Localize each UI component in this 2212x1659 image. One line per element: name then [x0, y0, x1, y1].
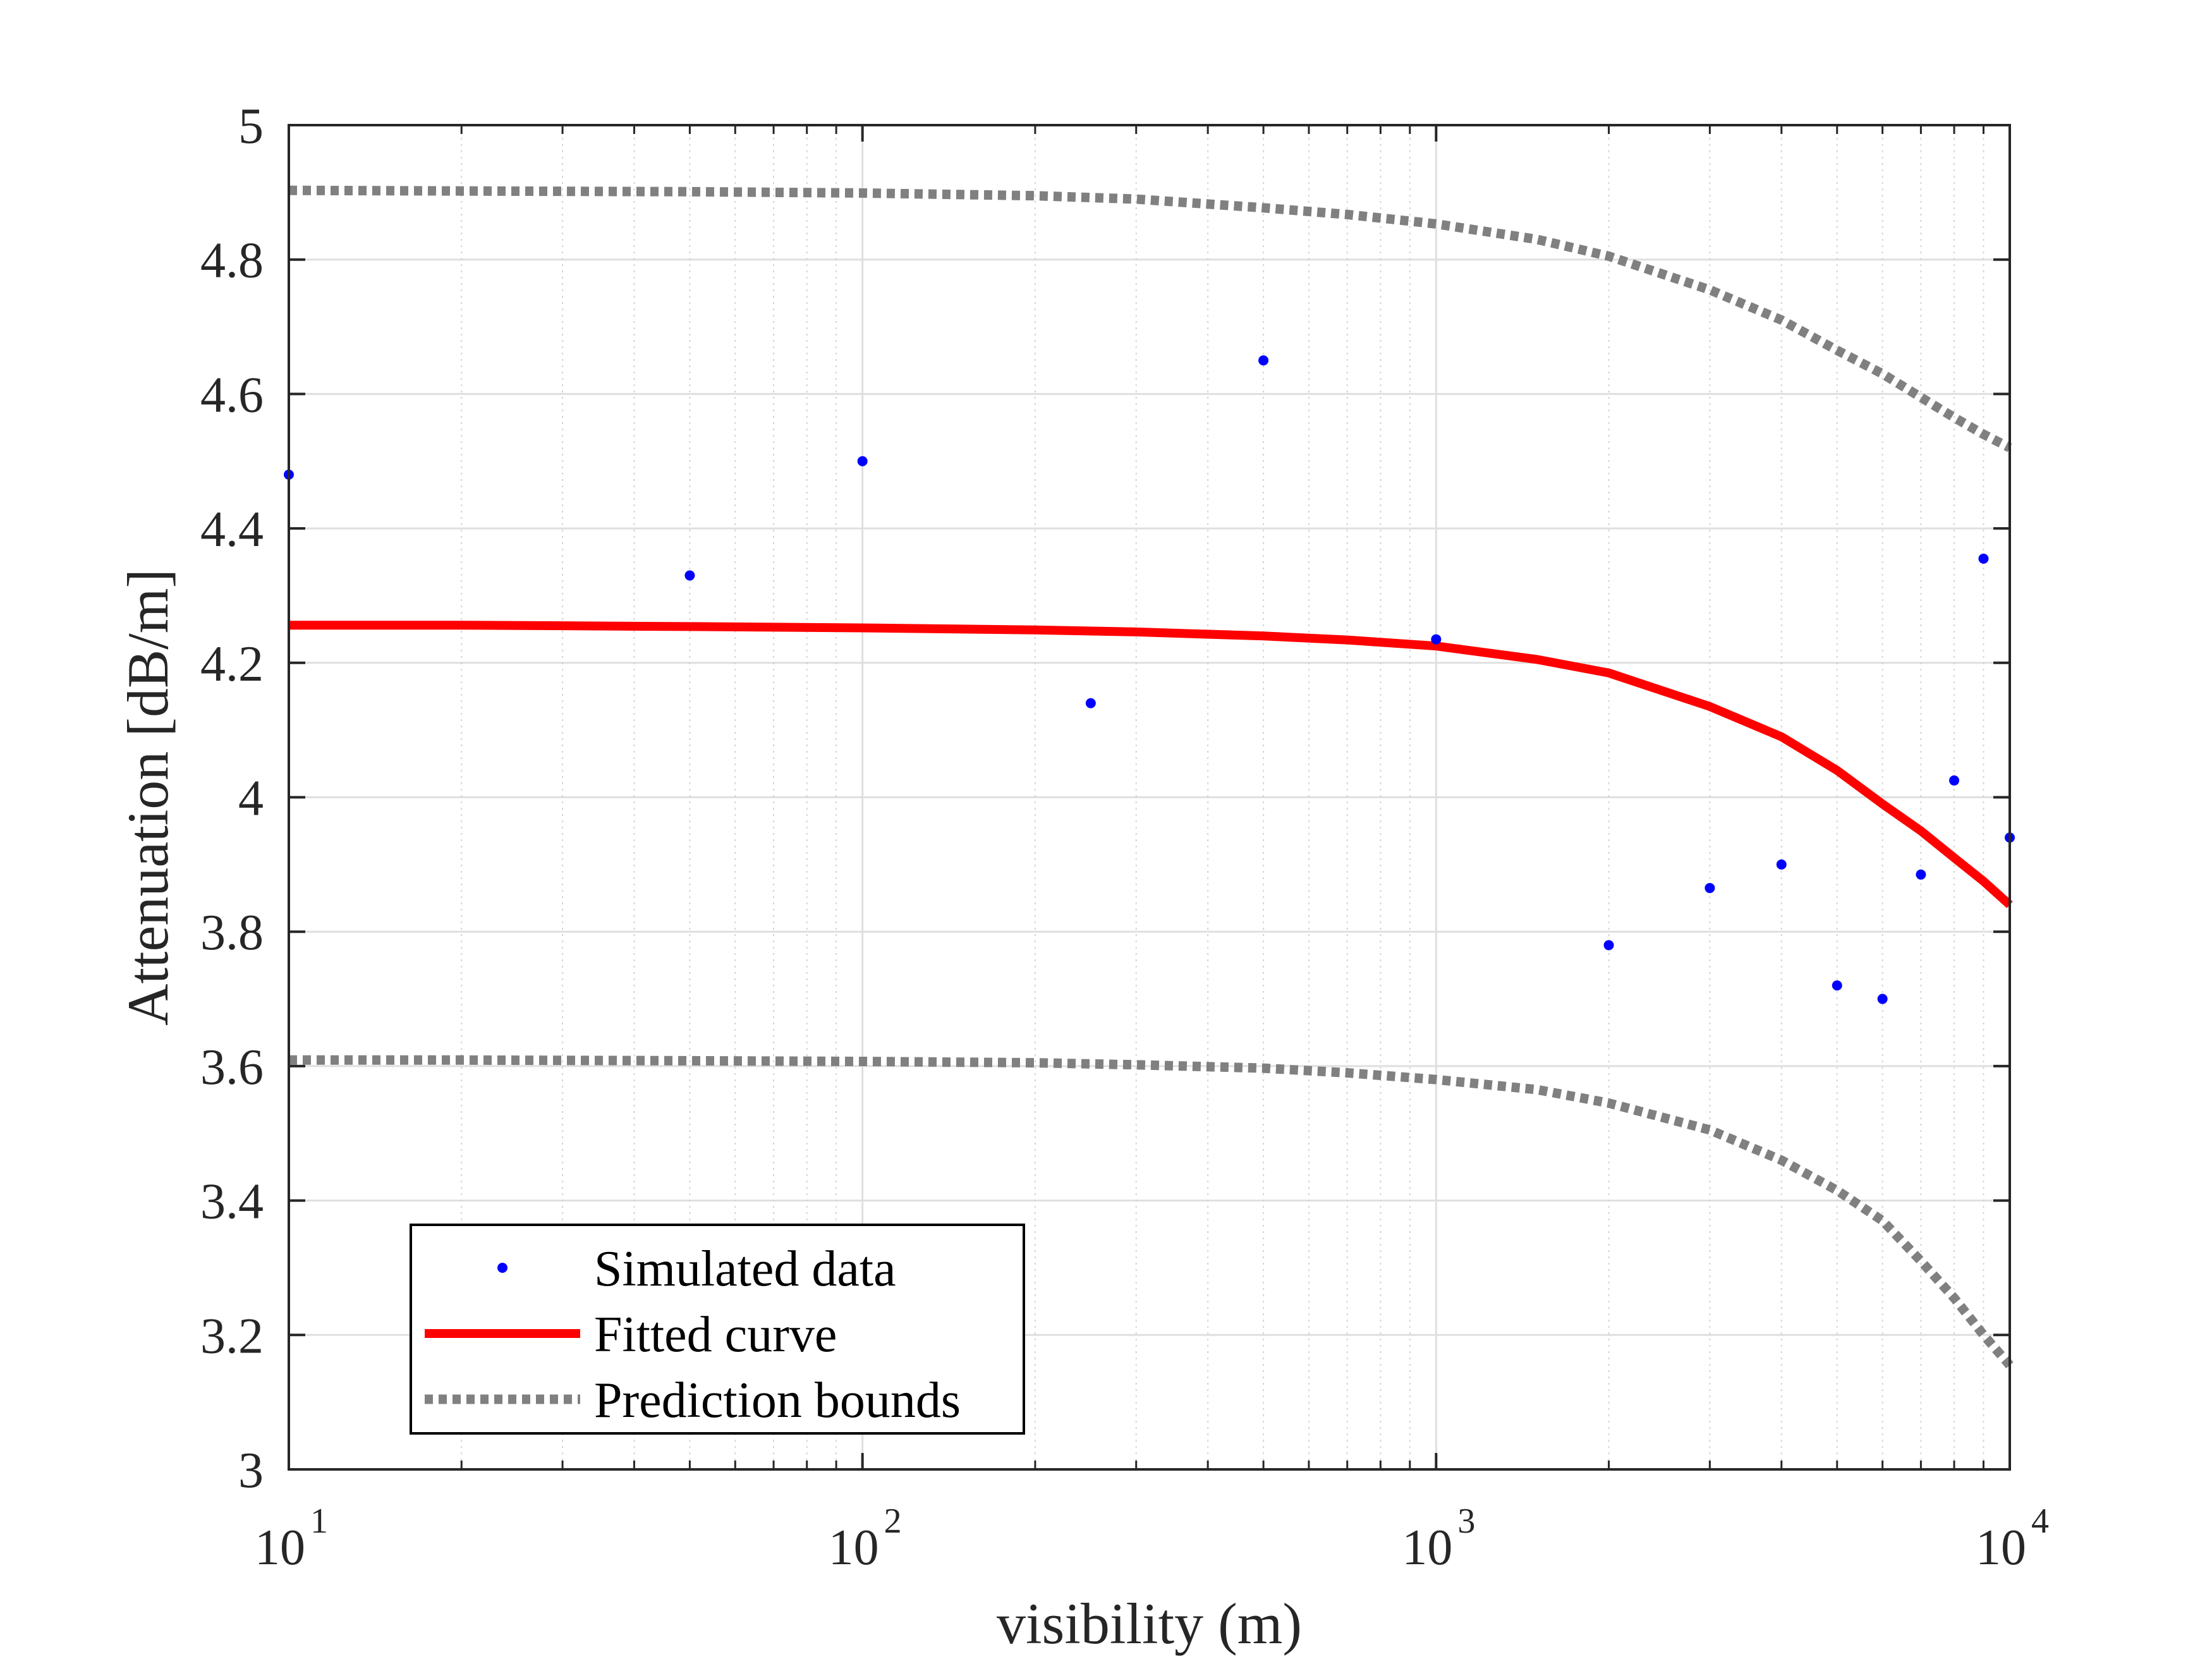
- x-tick-exponent: 1: [310, 1502, 328, 1541]
- x-tick-label: 10: [255, 1520, 305, 1576]
- data-point: [1776, 859, 1787, 870]
- x-tick-exponent: 3: [1457, 1502, 1475, 1541]
- data-point: [1949, 775, 1960, 786]
- data-point: [1877, 994, 1888, 1004]
- y-axis-title: Attenuation [dB/m]: [116, 569, 180, 1026]
- x-tick-exponent: 2: [884, 1502, 902, 1541]
- legend: Simulated data Fitted curve Prediction bou…: [410, 1224, 1025, 1435]
- y-tick-label: 3.4: [200, 1174, 264, 1230]
- data-point: [1705, 883, 1715, 894]
- prediction-bound-line: [289, 1055, 2014, 1369]
- data-point: [1431, 634, 1442, 645]
- x-tick-label: 10: [1402, 1520, 1452, 1576]
- data-point: [684, 570, 695, 581]
- data-point: [1916, 869, 1926, 880]
- y-tick-label: 3.6: [200, 1040, 264, 1095]
- y-tick-label: 4: [238, 771, 264, 827]
- x-tick-label: 10: [829, 1520, 879, 1576]
- data-point: [1085, 698, 1096, 708]
- y-tick-label: 4.6: [200, 367, 264, 423]
- legend-label: Prediction bounds: [594, 1373, 961, 1428]
- y-tick-label: 5: [238, 99, 264, 154]
- x-tick-label: 10: [1976, 1520, 2026, 1576]
- data-point: [857, 456, 868, 466]
- data-point: [1258, 355, 1269, 366]
- x-tick-exponent: 4: [2031, 1502, 2049, 1541]
- y-tick-label: 3: [238, 1443, 264, 1498]
- data-point: [1603, 940, 1614, 951]
- legend-label: Fitted curve: [594, 1307, 837, 1363]
- data-point: [1832, 980, 1842, 991]
- fitted-curve-line: [289, 621, 2013, 908]
- y-tick-label: 3.8: [200, 905, 264, 961]
- legend-label: Simulated data: [594, 1241, 896, 1297]
- y-tick-label: 4.8: [200, 233, 264, 289]
- prediction-bound-line: [288, 185, 2012, 453]
- data-point: [1978, 553, 1989, 564]
- legend-marker-simulated-data: [497, 1263, 507, 1273]
- y-tick-label: 4.4: [200, 502, 264, 557]
- plot-series: [284, 185, 2015, 1369]
- y-tick-label: 4.2: [200, 636, 264, 692]
- y-tick-label: 3.2: [200, 1308, 264, 1364]
- x-axis-title: visibility (m): [997, 1591, 1302, 1656]
